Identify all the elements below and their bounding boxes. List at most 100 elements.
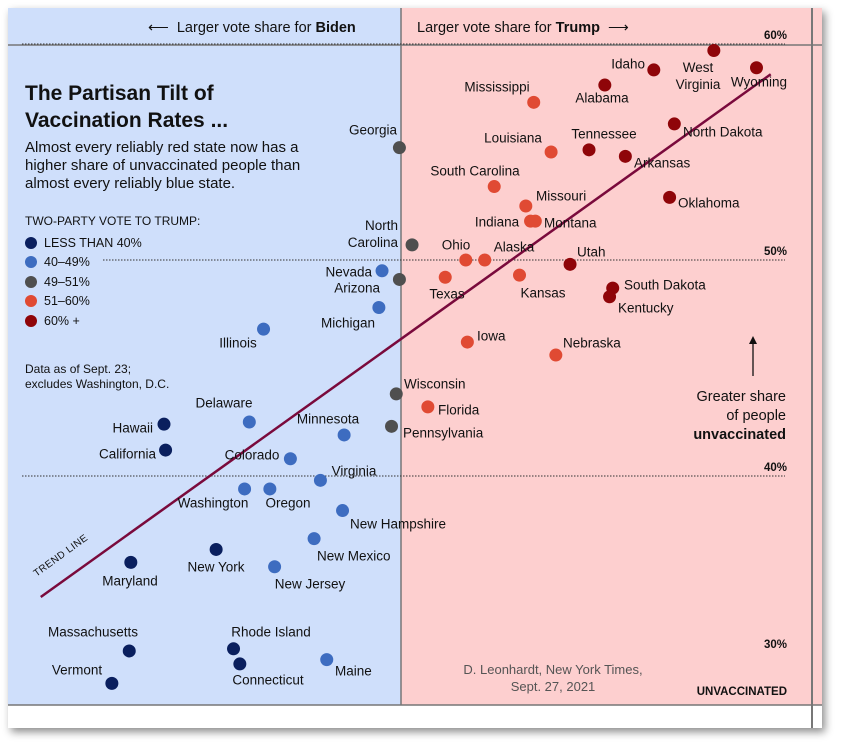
point-massachusetts — [122, 644, 136, 658]
point-new-york — [209, 542, 223, 556]
point-florida — [421, 400, 435, 414]
point-alabama — [598, 78, 612, 92]
state-label: Nebraska — [563, 335, 621, 351]
state-label: Idaho — [611, 56, 645, 72]
state-label: Montana — [544, 215, 597, 231]
point-alaska — [478, 253, 492, 267]
trump-region — [401, 8, 822, 728]
point-maryland — [124, 555, 138, 569]
credit-line-2: Sept. 27, 2021 — [510, 679, 596, 694]
state-label: Washington — [177, 495, 249, 511]
legend-label: 51–60% — [44, 294, 90, 308]
point-michigan — [372, 301, 386, 315]
data-note: Data as of Sept. 23; excludes Washington… — [25, 362, 169, 392]
point-missouri — [519, 199, 533, 213]
legend-item: 49–51% — [25, 273, 200, 293]
annotation-line-1: Greater share — [696, 389, 786, 405]
state-label: Texas — [429, 286, 465, 302]
state-label: Alaska — [493, 239, 535, 255]
state-label: Pennsylvania — [403, 425, 484, 441]
legend-swatch — [25, 295, 37, 307]
point-california — [159, 443, 173, 457]
state-label: Florida — [438, 402, 480, 418]
point-south-carolina — [487, 180, 501, 194]
state-label: Vermont — [51, 662, 103, 678]
annotation-line-2: of people — [726, 408, 786, 424]
point-north-dakota — [667, 117, 681, 131]
y-tick-label: 30% — [764, 639, 787, 651]
point-nebraska — [549, 348, 563, 362]
state-label: Oklahoma — [678, 195, 740, 211]
point-texas — [438, 270, 452, 284]
point-kansas — [513, 268, 526, 282]
biden-direction-label: ⟵ Larger vote share for Biden — [148, 20, 356, 37]
point-mississippi — [527, 95, 541, 109]
arrow-left-icon: ⟵ — [148, 20, 177, 36]
note-line-1: Data as of Sept. 23; — [25, 362, 132, 376]
trump-label-bold: Trump — [555, 20, 600, 36]
state-label: Alabama — [575, 90, 629, 106]
state-label: South Carolina — [430, 163, 520, 179]
y-tick-label: 60% — [764, 30, 787, 42]
legend-label: 40–49% — [44, 255, 90, 269]
state-label: Maryland — [102, 573, 158, 589]
point-tennessee — [582, 143, 596, 157]
title-line-2: Vaccination Rates ... — [25, 109, 229, 132]
state-label: California — [98, 446, 156, 462]
point-minnesota — [337, 428, 351, 442]
state-label: Indiana — [474, 214, 520, 230]
biden-region — [8, 8, 401, 728]
state-label: Connecticut — [232, 672, 304, 688]
state-label: Nevada — [325, 264, 372, 280]
state-label: Iowa — [477, 328, 506, 344]
point-maine — [320, 653, 334, 667]
point-new-jersey — [268, 560, 282, 574]
point-utah — [563, 257, 577, 271]
state-label: Kansas — [520, 285, 566, 301]
legend-item: 60% + — [25, 312, 200, 332]
state-label: North Carolina — [347, 218, 398, 250]
annotation-line-3: unvaccinated — [693, 427, 786, 443]
point-virginia — [313, 473, 327, 487]
point-oregon — [263, 482, 277, 496]
legend-swatch — [25, 275, 37, 288]
point-louisiana — [544, 145, 558, 159]
trump-label-text: Larger vote share for — [417, 20, 556, 36]
state-label: Wyoming — [730, 74, 788, 90]
trump-direction-label: Larger vote share for Trump ⟶ — [417, 20, 629, 37]
point-delaware — [242, 415, 256, 429]
legend-item: 51–60% — [25, 292, 200, 312]
point-kentucky — [603, 290, 617, 304]
arrow-right-icon: ⟶ — [599, 20, 629, 36]
state-label: Arkansas — [634, 155, 691, 171]
state-label: Arizona — [334, 280, 380, 296]
scatter-plot: 60% 50% 40% 30% UNVACCINATED — [8, 8, 822, 728]
point-connecticut — [233, 657, 247, 671]
state-label: Wisconsin — [404, 376, 466, 392]
unvaccinated-annotation: Greater share of people unvaccinated — [693, 388, 786, 445]
credit-line-1: D. Leonhardt, New York Times, — [463, 662, 643, 677]
state-label: Missouri — [536, 188, 587, 204]
state-label: New York — [187, 559, 245, 575]
y-tick-label: 40% — [764, 462, 787, 474]
state-label: South Dakota — [624, 277, 706, 293]
state-label: Oregon — [265, 495, 311, 511]
legend-item: 40–49% — [25, 253, 200, 273]
state-label: Delaware — [195, 395, 253, 411]
state-label: New Jersey — [274, 576, 346, 592]
legend-label: 49–51% — [44, 274, 90, 289]
state-label: Kentucky — [618, 300, 674, 316]
state-label: North Dakota — [683, 124, 763, 140]
point-ohio — [459, 253, 473, 267]
legend: TWO-PARTY VOTE TO TRUMP: LESS THAN 40% 40… — [25, 212, 200, 331]
point-west-virginia — [707, 43, 721, 57]
point-iowa — [460, 335, 474, 349]
point-oklahoma — [663, 190, 677, 204]
point-illinois — [257, 322, 271, 336]
chart-title: The Partisan Tilt of Vaccination Rates .… — [25, 80, 228, 134]
title-line-1: The Partisan Tilt of — [25, 82, 214, 105]
point-colorado — [283, 452, 297, 466]
state-label: West Virginia — [675, 60, 721, 92]
state-label: Louisiana — [484, 130, 542, 146]
legend-item: LESS THAN 40% — [25, 234, 200, 254]
